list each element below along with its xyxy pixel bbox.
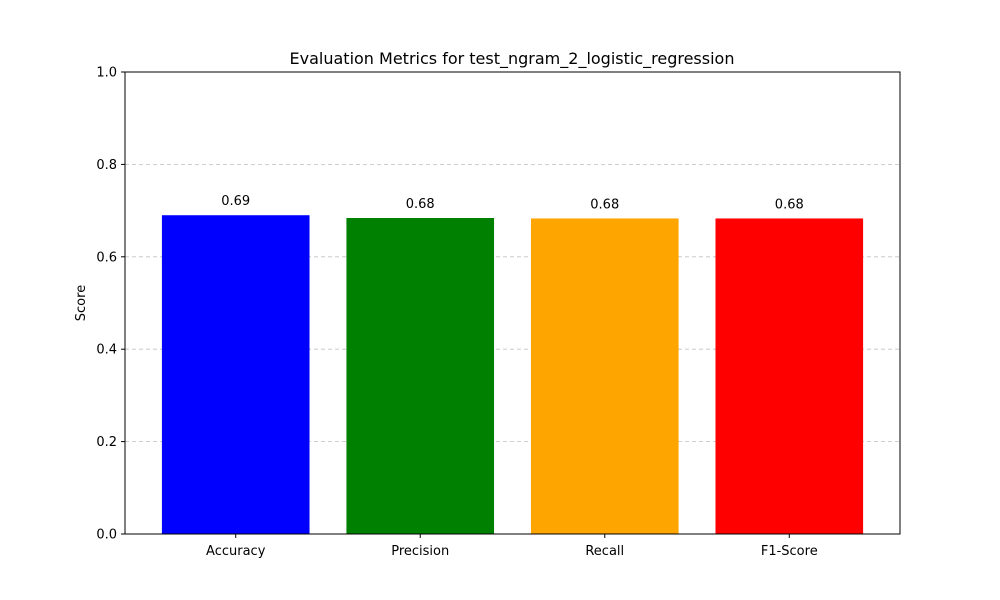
value-label: 0.68 xyxy=(775,197,804,212)
x-tick-label: Precision xyxy=(391,544,449,559)
value-labels: 0.69 0.68 0.68 0.68 xyxy=(221,194,804,212)
x-tick-label: F1-Score xyxy=(761,544,818,559)
x-tick-label: Recall xyxy=(585,544,624,559)
y-axis-label: Score xyxy=(74,285,89,321)
y-tick-label: 0.6 xyxy=(96,250,117,265)
x-axis-ticks: Accuracy Precision Recall F1-Score xyxy=(206,534,818,559)
y-tick-label: 0.0 xyxy=(96,528,117,543)
y-tick-label: 0.8 xyxy=(96,158,117,173)
bar-precision xyxy=(346,217,495,534)
y-tick-label: 0.4 xyxy=(96,343,117,358)
value-label: 0.68 xyxy=(590,197,619,212)
y-axis-ticks: 0.0 0.2 0.4 0.6 0.8 1.0 xyxy=(96,66,125,543)
chart-title: Evaluation Metrics for test_ngram_2_logi… xyxy=(290,49,735,69)
y-tick-label: 0.2 xyxy=(96,435,117,450)
bar-recall xyxy=(530,218,679,535)
bars xyxy=(161,215,864,535)
y-tick-label: 1.0 xyxy=(96,66,117,81)
x-tick-label: Accuracy xyxy=(206,544,266,559)
bar-accuracy xyxy=(161,215,310,534)
bar-f1-score xyxy=(715,218,864,535)
value-label: 0.69 xyxy=(221,194,250,209)
plot-frame xyxy=(124,71,901,535)
value-label: 0.68 xyxy=(406,197,435,212)
